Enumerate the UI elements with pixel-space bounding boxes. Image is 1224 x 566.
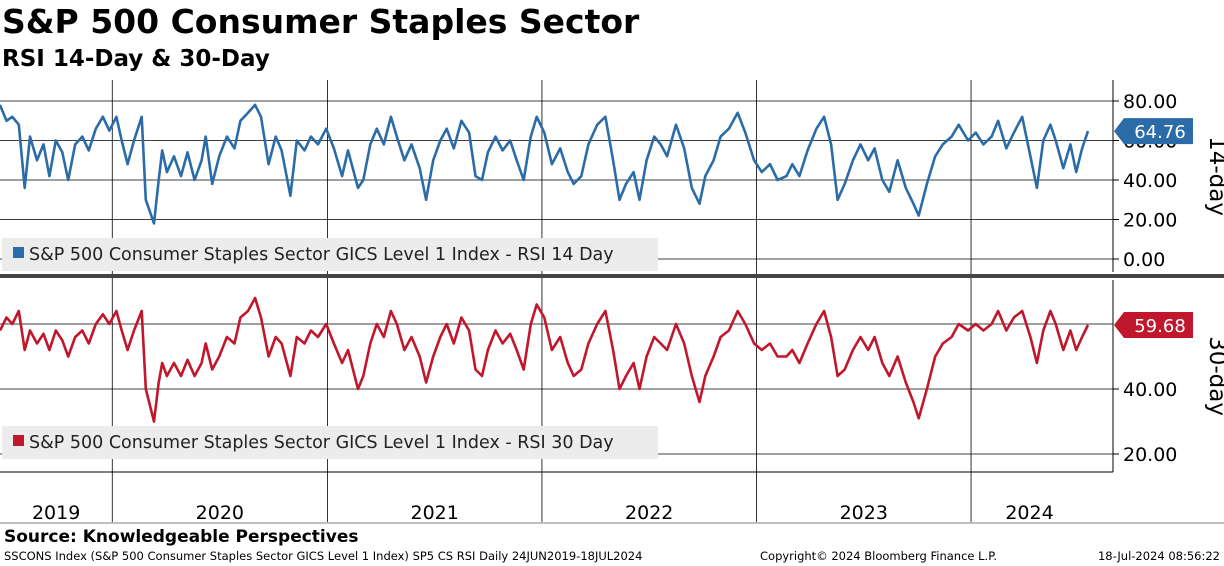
legend-box bbox=[2, 426, 658, 459]
panel-axis-label: 14-day bbox=[1204, 136, 1224, 216]
footer-copyright: Copyright© 2024 Bloomberg Finance L.P. bbox=[760, 549, 997, 563]
y-tick-label: 40.00 bbox=[1123, 379, 1177, 401]
last-value-tag bbox=[1114, 312, 1193, 339]
chart-legends: S&P 500 Consumer Staples Sector GICS Lev… bbox=[2, 238, 658, 459]
y-tick-label: 20.00 bbox=[1123, 210, 1177, 232]
panel-axis-label: 30-day bbox=[1204, 336, 1224, 416]
year-label-2019: 2019 bbox=[32, 502, 80, 524]
chart-axes: 2019202020212022202320240.0020.0040.0060… bbox=[0, 80, 1224, 524]
panel-divider bbox=[0, 274, 1224, 278]
y-tick-label: 40.00 bbox=[1123, 170, 1177, 192]
footer-timestamp: 18-Jul-2024 08:56:22 bbox=[1097, 549, 1220, 563]
year-label-2023: 2023 bbox=[840, 502, 888, 524]
y-tick-label: 0.00 bbox=[1123, 249, 1165, 271]
legend-swatch bbox=[13, 247, 24, 258]
year-label-2024: 2024 bbox=[1005, 502, 1053, 524]
legend-label: S&P 500 Consumer Staples Sector GICS Lev… bbox=[29, 245, 614, 265]
y-tick-label: 20.00 bbox=[1123, 444, 1177, 466]
last-value-label: 59.68 bbox=[1134, 316, 1186, 337]
series-line-rsi-14 bbox=[0, 103, 1090, 225]
year-label-2021: 2021 bbox=[410, 502, 458, 524]
legend-box bbox=[2, 238, 658, 271]
chart-series bbox=[0, 103, 1090, 423]
page-title: S&P 500 Consumer Staples Sector bbox=[2, 2, 640, 41]
year-label-2022: 2022 bbox=[625, 502, 673, 524]
legend-label: S&P 500 Consumer Staples Sector GICS Lev… bbox=[29, 433, 614, 453]
year-label-2020: 2020 bbox=[196, 502, 244, 524]
last-value-tag bbox=[1114, 118, 1193, 145]
footer-ticker-description: SSCONS Index (S&P 500 Consumer Staples S… bbox=[4, 549, 643, 563]
page-subtitle: RSI 14-Day & 30-Day bbox=[2, 46, 270, 72]
y-tick-label: 80.00 bbox=[1123, 91, 1177, 113]
legend-swatch bbox=[13, 435, 24, 446]
series-line-rsi-30 bbox=[0, 296, 1090, 423]
source-note: Source: Knowledgeable Perspectives bbox=[4, 527, 359, 547]
last-value-label: 64.76 bbox=[1134, 122, 1186, 143]
